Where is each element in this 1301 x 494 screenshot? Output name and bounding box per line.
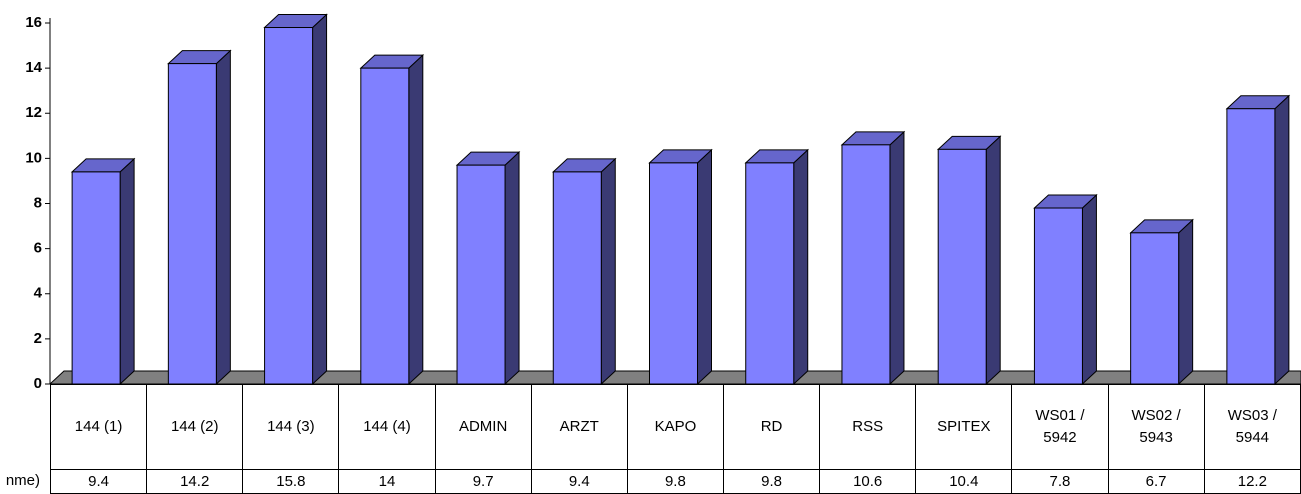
y-tick-label: 14 [25, 59, 42, 76]
value-label-cell: 9.8 [626, 469, 724, 494]
bar-side [504, 150, 520, 386]
y-tick-label: 8 [34, 194, 42, 211]
category-label-cell: SPITEX [915, 384, 1013, 470]
category-label-cell: 144 (4) [338, 384, 436, 470]
bar [71, 171, 121, 385]
category-label: SPITEX [937, 418, 991, 435]
category-label-cell: RD [722, 384, 821, 470]
bar [841, 144, 891, 385]
category-label-cell: WS02 / 5943 [1107, 384, 1205, 470]
bar-side [408, 53, 424, 386]
category-label: 144 (1) [74, 418, 123, 435]
category-label: 144 (2) [170, 418, 219, 435]
value-label-cell: 12.2 [1203, 469, 1301, 494]
value-label: 15.8 [276, 472, 306, 490]
category-label: RSS [852, 418, 884, 435]
y-tick-label: 2 [34, 330, 42, 347]
y-tick-label: 12 [25, 104, 42, 121]
category-label-cell: 144 (2) [146, 384, 244, 470]
category-label-cell: KAPO [626, 384, 724, 470]
y-tick-label: 0 [34, 375, 42, 392]
value-label: 14.2 [180, 472, 210, 490]
value-label: 14 [378, 472, 396, 490]
y-tick-label: 16 [25, 14, 42, 31]
value-label-cell: 10.4 [915, 469, 1013, 494]
category-label-cell: WS03 / 5944 [1203, 384, 1301, 470]
value-label-cell: 14.2 [146, 469, 244, 494]
category-label: WS01 / 5942 [1035, 407, 1085, 446]
category-label-cell: ARZT [530, 384, 628, 470]
value-label-cell: 15.8 [242, 469, 340, 494]
bar [552, 171, 602, 385]
bar-side [793, 148, 809, 386]
category-label: RD [760, 418, 783, 435]
bar-side [697, 148, 712, 386]
bar-side [889, 130, 905, 386]
bar-side [1274, 94, 1290, 386]
value-label: 10.4 [949, 472, 979, 490]
y-tick-label: 4 [34, 285, 43, 302]
category-label-cell: WS01 / 5942 [1011, 384, 1109, 470]
value-label-cell: 7.8 [1011, 469, 1109, 494]
bar [1130, 232, 1180, 385]
category-label: KAPO [654, 418, 697, 435]
bar [360, 67, 410, 385]
category-label-cell: 144 (3) [242, 384, 340, 470]
value-label: 9.8 [664, 472, 686, 490]
bar [1033, 207, 1083, 385]
value-label-cell: 9.4 [530, 469, 628, 494]
value-label-cell: 10.6 [819, 469, 917, 494]
value-label: 10.6 [853, 472, 883, 490]
value-label: 9.7 [472, 472, 494, 490]
value-label: 9.8 [761, 472, 782, 490]
bar [1226, 108, 1276, 385]
bar [649, 162, 698, 385]
bar [937, 148, 987, 385]
value-label-cell: 6.7 [1107, 469, 1205, 494]
value-label-cell: 9.8 [722, 469, 821, 494]
bar-side [1178, 218, 1194, 386]
bar-side [215, 49, 231, 386]
category-label: 144 (4) [363, 418, 411, 435]
category-label-cell: 144 (1) [49, 384, 148, 470]
category-label-cell: ADMIN [434, 384, 532, 470]
value-row: 9.4 14.2 15.8 14 9.7 9.4 9.8 9.8 10.6 10.4 7.8 6.7 1… [49, 469, 1301, 494]
y-tick-label: 10 [25, 149, 42, 166]
value-label: 12.2 [1237, 472, 1267, 490]
data-table: 144 (1) 144 (2) 144 (3) 144 (4) ADMIN ARZT KAP… [49, 384, 1301, 494]
value-label-cell: 9.4 [49, 469, 148, 494]
bar-side [985, 135, 1001, 386]
bar [745, 162, 795, 385]
category-label: WS02 / 5943 [1131, 407, 1181, 446]
value-label-cell: 14 [338, 469, 436, 494]
bar-side [119, 157, 135, 386]
value-label: 6.7 [1145, 472, 1167, 490]
category-label: ARZT [559, 418, 599, 435]
bar [167, 63, 217, 385]
value-label-cell: 9.7 [434, 469, 532, 494]
value-label: 7.8 [1049, 472, 1071, 490]
series-name: nme) [5, 472, 40, 489]
bar [456, 164, 506, 385]
bar-side [600, 157, 616, 386]
category-row: 144 (1) 144 (2) 144 (3) 144 (4) ADMIN ARZT KAP… [49, 384, 1301, 470]
bar-side [312, 13, 328, 386]
y-tick-label: 6 [34, 240, 42, 257]
category-label: ADMIN [458, 418, 508, 435]
category-label: 144 (3) [267, 418, 315, 435]
value-label: 9.4 [568, 472, 590, 490]
bar-side [1081, 193, 1097, 386]
value-label: 9.4 [88, 472, 109, 490]
category-label: WS03 / 5944 [1227, 407, 1277, 446]
category-label-cell: RSS [819, 384, 917, 470]
bar [264, 27, 314, 385]
